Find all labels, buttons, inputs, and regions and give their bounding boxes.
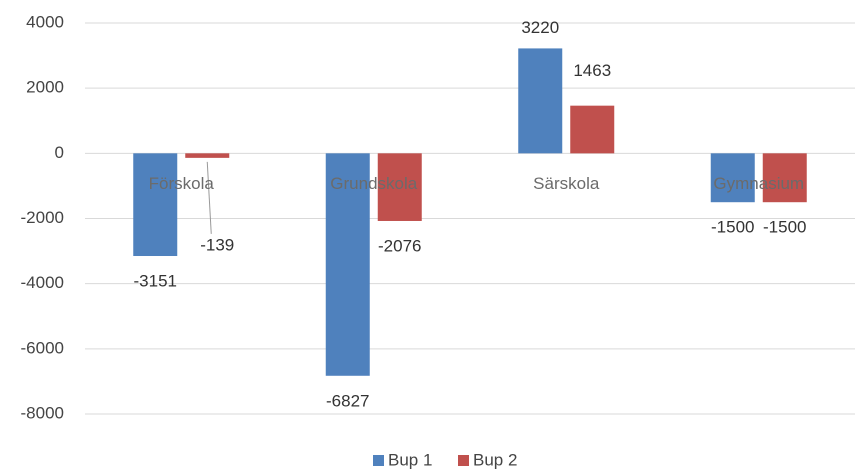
legend-swatch [373,455,384,466]
x-tick-label: Grundskola [330,174,417,193]
bar [762,153,807,203]
y-tick-label: 2000 [26,78,64,97]
bar [377,153,422,221]
x-tick-label: Gymnasium [713,174,804,193]
y-tick-label: 4000 [26,12,64,31]
bar [133,153,178,257]
bar [185,153,230,158]
legend-label: Bup 1 [388,450,432,469]
data-label: -1500 [763,218,806,237]
leader-line [206,161,212,234]
bar [325,153,370,376]
y-tick-label: -6000 [21,338,64,357]
y-tick-label: 0 [55,143,64,162]
bar [518,48,563,154]
x-tick-label: Förskola [149,174,215,193]
legend-label: Bup 2 [473,450,517,469]
legend-swatch [458,455,469,466]
x-tick-label: Särskola [533,174,600,193]
bar [710,153,755,203]
data-label: -139 [200,235,234,254]
y-tick-label: -4000 [21,273,64,292]
data-label: 3220 [521,18,559,37]
data-label: -3151 [134,271,177,290]
data-label: 1463 [573,61,611,80]
bar [570,105,615,154]
y-tick-label: -8000 [21,403,64,422]
y-tick-label: -2000 [21,208,64,227]
data-label: -2076 [378,236,421,255]
data-label: -1500 [711,218,754,237]
data-label: -6827 [326,391,369,410]
